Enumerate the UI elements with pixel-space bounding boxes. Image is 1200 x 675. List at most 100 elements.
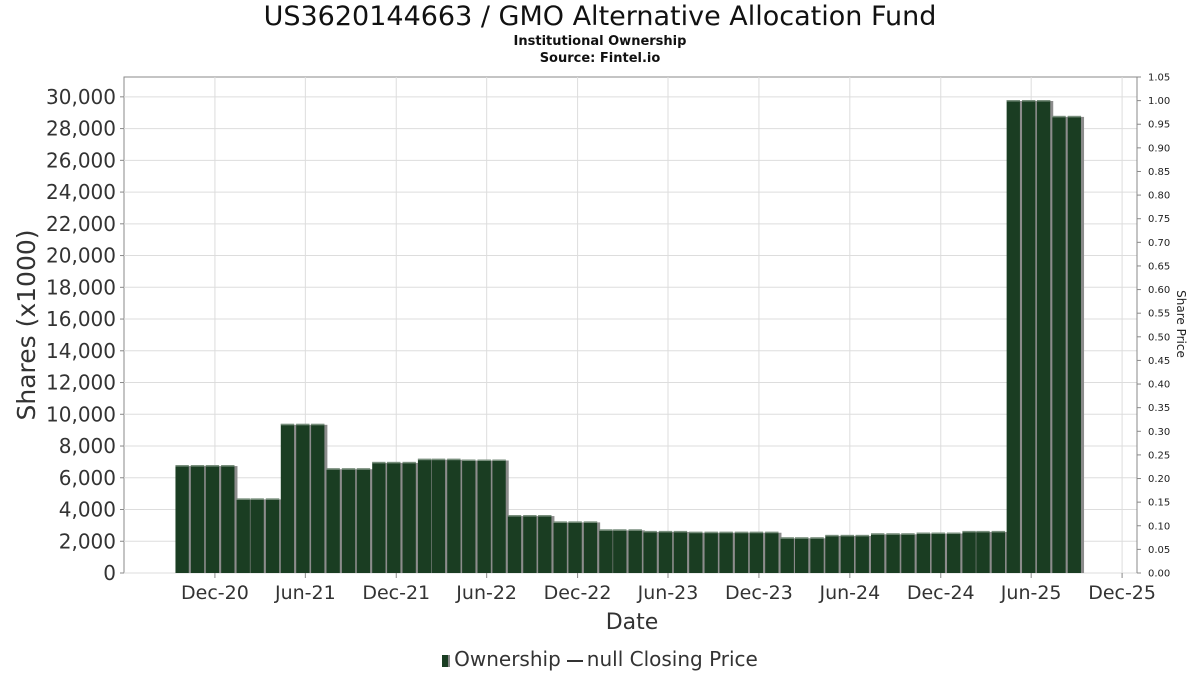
bar (492, 459, 506, 573)
chart-title: US3620144663 / GMO Alternative Allocatio… (263, 1, 937, 32)
y2-tick-label: 0.25 (1148, 450, 1170, 461)
x-tick-label: Dec-25 (1088, 582, 1156, 604)
x-tick-label: Dec-22 (544, 582, 612, 604)
bar-highlight (431, 458, 446, 461)
bar-highlight (568, 521, 582, 523)
bar-highlight (462, 459, 476, 462)
x-tick-label: Jun-22 (455, 582, 517, 604)
bar (477, 459, 491, 573)
y2-tick-label: 0.40 (1148, 380, 1170, 391)
bar (311, 423, 325, 573)
y-tick-label: 24,000 (46, 180, 116, 204)
y2-tick-label: 0.60 (1148, 285, 1170, 296)
y-axis-title: Shares (x1000) (12, 229, 41, 420)
bar-highlight (175, 465, 189, 467)
y-tick-label: 8,000 (59, 434, 116, 458)
bar (689, 531, 703, 573)
bar-highlight (855, 534, 869, 537)
bar-highlight (265, 498, 280, 500)
y2-tick-label: 0.80 (1148, 191, 1170, 202)
x-tick-label: Jun-23 (637, 582, 699, 604)
x-tick-label: Jun-24 (818, 582, 880, 604)
y2-tick-label: 1.05 (1148, 73, 1170, 84)
bar (326, 468, 340, 573)
y-tick-label: 26,000 (46, 148, 116, 172)
bar (704, 531, 718, 573)
bar-highlight (643, 530, 657, 533)
bar (780, 537, 794, 573)
bar (1022, 100, 1036, 573)
y-tick-label: 20,000 (46, 244, 116, 268)
x-tick-label: Jun-25 (1000, 582, 1062, 604)
bar (613, 529, 627, 573)
y2-tick-label: 0.50 (1148, 332, 1170, 343)
bar (583, 521, 598, 573)
bar (462, 459, 476, 573)
bar-highlight (341, 468, 356, 470)
bar (871, 533, 885, 573)
y2-tick-label: 0.00 (1148, 569, 1170, 580)
bar (431, 458, 446, 573)
bar-highlight (250, 498, 264, 500)
bar (205, 465, 220, 573)
y-tick-label: 16,000 (46, 307, 116, 331)
bar (280, 423, 295, 573)
bar-highlight (871, 533, 885, 535)
y2-tick-label: 0.05 (1148, 545, 1170, 556)
bar-highlight (1067, 115, 1082, 118)
bar-highlight (311, 423, 325, 426)
bar-highlight (962, 530, 976, 533)
bar (855, 534, 869, 573)
bar-highlight (673, 530, 688, 533)
bar-highlight (658, 530, 673, 533)
y2-tick-label: 0.55 (1148, 309, 1170, 320)
y-tick-label: 0 (103, 561, 116, 585)
closing-price-legend-label: null Closing Price (586, 647, 758, 671)
y-tick-label: 22,000 (46, 212, 116, 236)
bar (734, 531, 749, 573)
bar-highlight (402, 461, 416, 464)
bar-highlight (991, 530, 1006, 533)
bar (447, 458, 461, 573)
bar-highlight (780, 537, 794, 539)
y2-axis-title: Share Price (1174, 290, 1188, 358)
bar (523, 515, 537, 573)
bar-highlight (236, 498, 250, 500)
bar-highlight (734, 531, 749, 534)
y2-tick-label: 0.95 (1148, 120, 1170, 131)
bar-highlight (190, 465, 205, 467)
bar (931, 532, 945, 573)
x-tick-label: Dec-23 (725, 582, 793, 604)
bar-highlight (840, 534, 854, 537)
bar-highlight (689, 531, 703, 534)
chart-legend: Ownership null Closing Price (0, 647, 1200, 671)
bar-highlight (628, 529, 642, 531)
x-tick-label: Dec-21 (362, 582, 430, 604)
bar (719, 531, 733, 573)
y-tick-label: 12,000 (46, 371, 116, 395)
bar (673, 530, 688, 573)
y-tick-label: 14,000 (46, 339, 116, 363)
y-tick-label: 6,000 (59, 466, 116, 490)
y-tick-label: 18,000 (46, 275, 116, 299)
bar-highlight (749, 531, 764, 534)
bar (794, 537, 809, 573)
bar (962, 530, 976, 573)
y2-tick-label: 0.10 (1148, 521, 1170, 532)
bar-highlight (221, 465, 235, 467)
bar (825, 534, 839, 573)
bar (341, 468, 356, 573)
bar-highlight (886, 533, 900, 535)
closing-price-legend-line (566, 659, 583, 662)
bar-highlight (825, 534, 839, 537)
bar (296, 423, 310, 573)
bar (507, 515, 522, 573)
y2-tick-label: 0.30 (1148, 427, 1170, 438)
bar (190, 465, 205, 573)
bar-highlight (523, 515, 537, 517)
bar (1067, 115, 1082, 573)
y2-tick-label: 0.15 (1148, 498, 1170, 509)
bar (749, 531, 764, 573)
bar-highlight (477, 459, 491, 462)
